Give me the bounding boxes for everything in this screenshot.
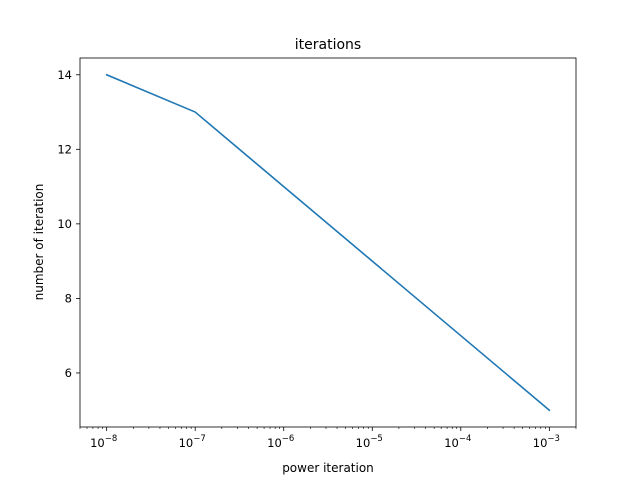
y-tick-label: 6 — [65, 366, 72, 380]
chart-title: iterations — [295, 37, 361, 53]
x-tick-exponent: −5 — [370, 434, 383, 444]
x-tick-label: 10−7 — [179, 434, 206, 450]
series-line — [105, 73, 551, 412]
x-axis-label: power iteration — [282, 461, 374, 475]
x-tick-exponent: −6 — [282, 434, 295, 444]
y-axis-label: number of iteration — [32, 184, 46, 301]
x-tick-exponent: −7 — [193, 434, 206, 444]
x-tick-exponent: −3 — [547, 434, 560, 444]
x-tick-exponent: −4 — [459, 434, 472, 444]
x-tick-base: 10 — [267, 436, 282, 450]
x-tick-base: 10 — [179, 436, 194, 450]
x-tick-base: 10 — [533, 436, 548, 450]
y-tick-label: 12 — [57, 142, 72, 156]
y-tick-label: 14 — [57, 68, 72, 82]
x-tick-label: 10−4 — [444, 434, 471, 450]
x-tick-label: 10−3 — [533, 434, 560, 450]
x-tick-label: 10−5 — [356, 434, 383, 450]
axes-frame — [79, 57, 577, 428]
y-tick-label: 8 — [65, 291, 72, 305]
x-tick-base: 10 — [90, 436, 105, 450]
x-tick-label: 10−6 — [267, 434, 294, 450]
x-tick-base: 10 — [444, 436, 459, 450]
y-tick-label: 10 — [57, 217, 72, 231]
x-tick-base: 10 — [356, 436, 371, 450]
x-tick-exponent: −8 — [105, 434, 118, 444]
x-tick-label: 10−8 — [90, 434, 117, 450]
